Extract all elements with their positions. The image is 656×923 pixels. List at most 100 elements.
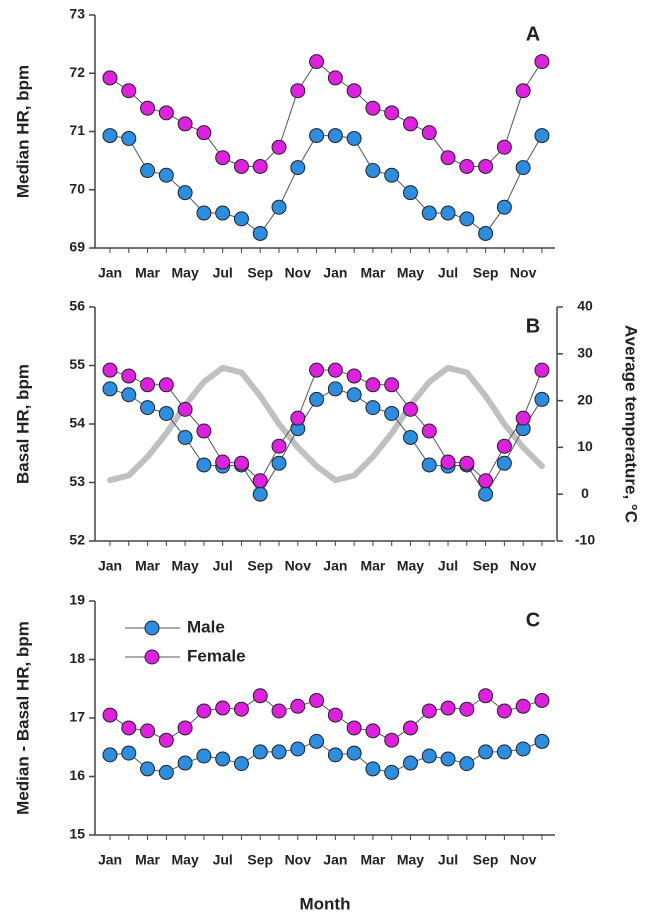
point: [252, 744, 268, 760]
series-line: [109, 135, 543, 235]
point: [402, 116, 418, 132]
x-tick-label: Nov: [510, 265, 537, 281]
point: [309, 362, 325, 378]
legend-label: Male: [187, 617, 225, 636]
y2-tick-label: 0: [581, 485, 589, 501]
point: [102, 381, 118, 397]
x-tick-label: Jul: [438, 558, 458, 574]
legend-marker: [144, 620, 160, 636]
y-tick-label: 55: [69, 356, 85, 372]
point: [346, 720, 362, 736]
point: [534, 391, 550, 407]
point: [384, 764, 400, 780]
point: [215, 751, 231, 767]
point: [309, 391, 325, 407]
point: [290, 83, 306, 99]
x-tick-label: Jul: [213, 265, 233, 281]
point: [421, 703, 437, 719]
x-tick-label: Sep: [473, 852, 499, 868]
x-tick-label: Jan: [98, 265, 122, 281]
point: [365, 163, 381, 179]
point: [158, 764, 174, 780]
x-tick-label: May: [172, 265, 199, 281]
point: [121, 83, 137, 99]
point: [140, 723, 156, 739]
point: [402, 401, 418, 417]
y-tick-label: 15: [69, 826, 85, 842]
x-tick-label: Jan: [323, 265, 347, 281]
y-tick-label: 53: [69, 473, 85, 489]
x-tick-label: Mar: [135, 852, 160, 868]
point: [440, 700, 456, 716]
point: [309, 54, 325, 70]
point: [140, 761, 156, 777]
x-tick-label: May: [172, 852, 199, 868]
series-line: [109, 740, 543, 773]
y-tick-label: 73: [69, 6, 85, 22]
point: [252, 486, 268, 502]
point: [121, 720, 137, 736]
point: [534, 128, 550, 144]
point: [140, 163, 156, 179]
point: [102, 362, 118, 378]
point: [140, 400, 156, 416]
y-tick-label: 16: [69, 767, 85, 783]
point: [478, 473, 494, 489]
x-tick-label: Sep: [247, 265, 273, 281]
point: [496, 703, 512, 719]
point: [215, 205, 231, 221]
point: [327, 128, 343, 144]
y2-tick-label: -10: [575, 532, 595, 548]
point: [177, 429, 193, 445]
panel-label: A: [526, 23, 540, 45]
point: [233, 211, 249, 227]
point: [421, 748, 437, 764]
x-tick-label: Sep: [247, 558, 273, 574]
x-tick-label: Jan: [323, 558, 347, 574]
point: [365, 100, 381, 116]
point: [327, 747, 343, 763]
point: [102, 70, 118, 86]
point: [459, 455, 475, 471]
point: [459, 701, 475, 717]
y-tick-label: 56: [69, 298, 85, 314]
x-tick-label: Mar: [360, 558, 385, 574]
x-tick-label: Sep: [473, 558, 499, 574]
point: [515, 83, 531, 99]
point: [440, 751, 456, 767]
point: [534, 733, 550, 749]
point: [196, 205, 212, 221]
point: [327, 381, 343, 397]
point: [459, 158, 475, 174]
point: [233, 701, 249, 717]
point: [459, 211, 475, 227]
x-tick-label: Jul: [438, 265, 458, 281]
point: [402, 429, 418, 445]
point: [346, 83, 362, 99]
point: [496, 199, 512, 215]
point: [121, 387, 137, 403]
point: [196, 748, 212, 764]
point: [290, 410, 306, 426]
point: [121, 745, 137, 761]
point: [215, 454, 231, 470]
point: [496, 438, 512, 454]
x-tick-label: Sep: [473, 265, 499, 281]
point: [309, 128, 325, 144]
point: [440, 454, 456, 470]
point: [158, 377, 174, 393]
x-tick-label: May: [397, 558, 424, 574]
y-axis-label: Median - Basal HR, bpm: [13, 621, 32, 815]
point: [271, 438, 287, 454]
point: [271, 703, 287, 719]
point: [534, 362, 550, 378]
point: [384, 405, 400, 421]
point: [177, 755, 193, 771]
point: [384, 105, 400, 121]
point: [290, 741, 306, 757]
point: [196, 703, 212, 719]
point: [327, 362, 343, 378]
point: [158, 105, 174, 121]
point: [177, 185, 193, 201]
